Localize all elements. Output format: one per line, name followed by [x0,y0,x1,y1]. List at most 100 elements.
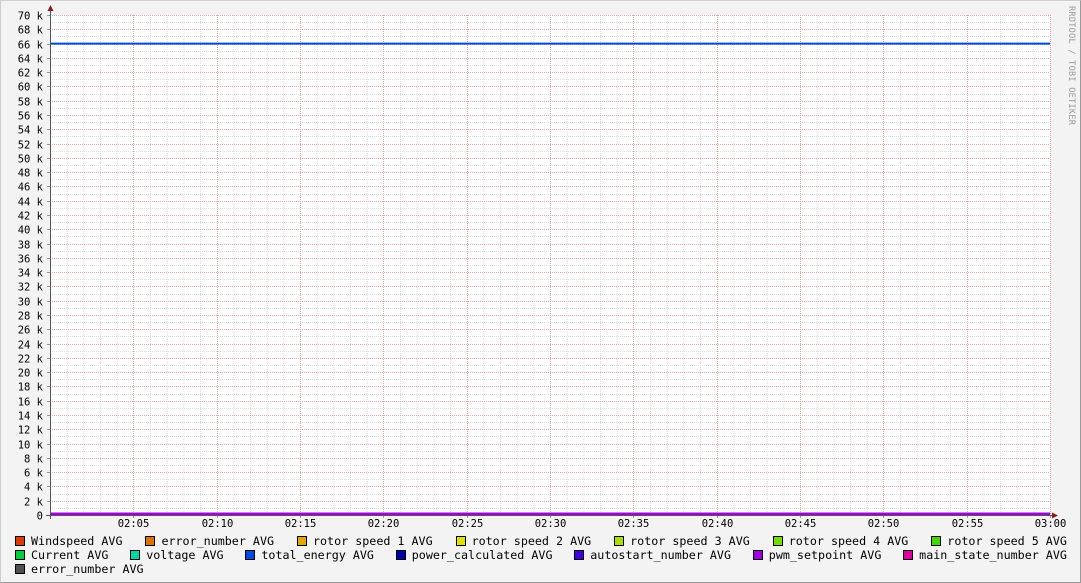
y-tick-label: 16 k [18,397,44,409]
legend-swatch [15,564,25,574]
legend-item: voltage AVG [130,548,224,562]
legend-item: main_state_number AVG [903,548,1067,562]
legend-row: error_number AVG [15,562,1067,576]
y-tick-label: 24 k [18,340,44,352]
legend-item: Windspeed AVG [15,534,122,548]
legend-label: main_state_number AVG [919,548,1067,562]
legend-label: autostart_number AVG [590,548,731,562]
watermark: RRDTOOL / TOBI OETIKER [1066,6,1076,126]
y-tick-label: 44 k [18,197,44,209]
legend-label: error_number AVG [161,534,275,548]
legend-row: Windspeed AVG error_number AVG rotor speed… [15,534,1067,548]
y-tick-label: 56 k [18,111,44,123]
legend-label: pwm_setpoint AVG [768,548,882,562]
y-tick-label: 68 k [18,25,44,37]
legend-item: rotor speed 3 AVG [614,534,750,548]
legend-swatch [296,536,307,546]
y-tick-label: 50 k [18,154,44,166]
legend-label: error_number AVG [31,562,144,576]
y-tick-label: 66 k [18,40,44,52]
y-tick-label: 70 k [18,11,44,23]
x-tick-label: 03:00 [1035,518,1067,530]
y-tick-label: 12 k [18,425,44,437]
legend-swatch [772,536,783,546]
y-tick-label: 4 k [24,482,44,494]
y-tick-label: 64 k [18,54,44,66]
y-tick-label: 26 k [18,325,44,337]
legend-label: Windspeed AVG [31,534,123,548]
y-tick-label: 62 k [18,68,44,80]
x-tick-label: 02:35 [618,518,650,530]
legend-item: total_energy AVG [245,548,374,562]
legend-swatch [455,536,466,546]
legend-swatch [145,536,156,546]
y-tick-label: 52 k [18,140,44,152]
y-tick-label: 32 k [18,282,44,294]
y-tick-label: 22 k [18,354,44,366]
legend-swatch [15,536,25,546]
legend-item: Current AVG [15,548,108,562]
legend-label: rotor speed 5 AVG [947,534,1067,548]
x-tick-label: 02:45 [785,518,817,530]
y-tick-label: 58 k [18,97,44,109]
y-tick-label: 36 k [18,254,44,266]
y-tick-label: 2 k [24,497,44,509]
legend-item: rotor speed 2 AVG [455,534,592,548]
y-tick-label: 28 k [18,311,44,323]
x-tick-label: 02:15 [285,518,317,530]
x-tick-label: 02:25 [452,518,484,530]
y-tick-label: 8 k [24,454,44,466]
y-tick-label: 30 k [18,297,44,309]
x-tick-label: 02:50 [868,518,900,530]
legend-item: rotor speed 4 AVG [772,534,909,548]
x-tick-label: 02:10 [202,518,234,530]
x-tick-label: 02:40 [702,518,734,530]
legend-label: voltage AVG [146,548,224,562]
y-tick-label: 34 k [18,268,44,280]
legend-swatch [752,550,763,560]
legend-swatch [614,536,625,546]
x-axis-arrow-icon [1052,512,1058,519]
legend-label: rotor speed 1 AVG [312,534,433,548]
y-tick-label: 46 k [18,182,44,194]
x-tick-label: 02:30 [535,518,567,530]
x-tick-label: 02:20 [368,518,400,530]
y-tick-label: 10 k [18,440,44,452]
legend: Windspeed AVG error_number AVG rotor speed… [15,534,1067,576]
y-tick-label: 54 k [18,125,44,137]
legend-item: power_calculated AVG [395,548,553,562]
legend-swatch [903,550,914,560]
legend-label: Current AVG [31,548,109,562]
legend-swatch [574,550,585,560]
legend-row: Current AVG voltage AVG total_energy AVG po… [15,548,1067,562]
y-tick-label: 42 k [18,211,44,223]
y-tick-label: 40 k [18,225,44,237]
y-tick-label: 6 k [24,468,44,480]
legend-item: autostart_number AVG [574,548,731,562]
y-tick-label: 18 k [18,382,44,394]
legend-swatch [245,550,256,560]
y-tick-label: 60 k [18,82,44,94]
legend-swatch [130,550,141,560]
legend-item: rotor speed 5 AVG [931,534,1067,548]
x-tick-label: 02:55 [952,518,984,530]
y-tick-label: 0 [37,511,43,523]
legend-label: power_calculated AVG [411,548,553,562]
legend-swatch [15,550,25,560]
legend-label: rotor speed 4 AVG [788,534,909,548]
legend-item: pwm_setpoint AVG [752,548,882,562]
y-tick-label: 48 k [18,168,44,180]
legend-item: error_number AVG [145,534,274,548]
legend-item: rotor speed 1 AVG [296,534,433,548]
legend-swatch [395,550,406,560]
y-tick-label: 14 k [18,411,44,423]
legend-item: error_number AVG [15,562,144,576]
y-axis-arrow-icon [47,5,54,11]
legend-swatch [931,536,942,546]
legend-label: rotor speed 3 AVG [630,534,750,548]
legend-label: rotor speed 2 AVG [471,534,592,548]
x-tick-label: 02:05 [118,518,150,530]
legend-label: total_energy AVG [261,548,374,562]
y-tick-label: 20 k [18,368,44,380]
